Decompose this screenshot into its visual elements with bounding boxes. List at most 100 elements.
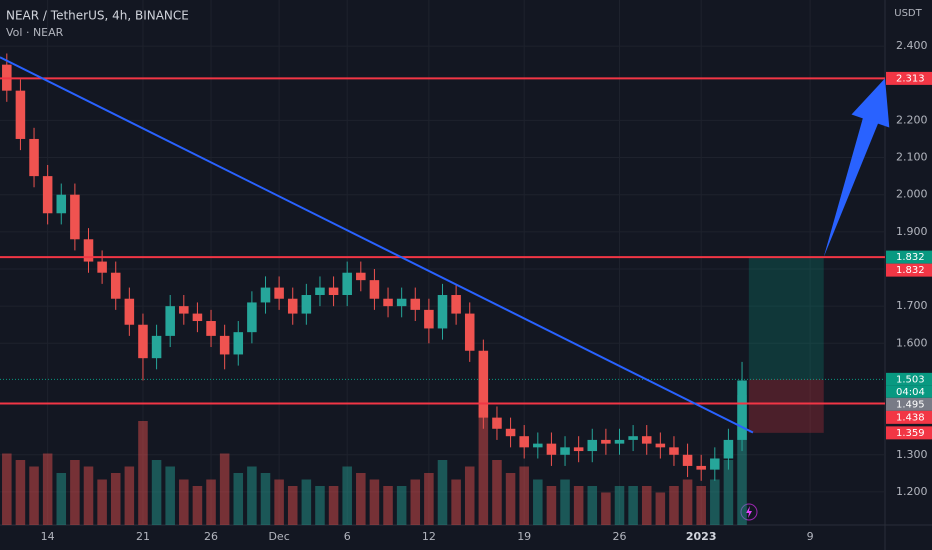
volume-bar (124, 466, 135, 525)
volume-bar (206, 479, 216, 525)
price-badge-label: 1.495 (896, 399, 925, 410)
candle-body (410, 298, 421, 310)
candle-body (601, 439, 611, 444)
candle-body (165, 306, 175, 336)
price-badge-label: 1.503 (896, 374, 925, 385)
candle-body (110, 272, 121, 299)
candle-body (301, 295, 312, 314)
volume-bar (696, 486, 706, 525)
volume-bar (138, 421, 148, 525)
candle-body (573, 447, 584, 452)
price-badge-label: 1.359 (896, 428, 925, 439)
volume-bar (315, 486, 325, 525)
candle-body (560, 447, 570, 455)
volume-bar (328, 486, 339, 525)
volume-bar (151, 460, 162, 525)
volume-bar (655, 492, 666, 525)
subtitle: Vol · NEAR (6, 26, 64, 39)
candle-body (641, 436, 652, 444)
candle-body (587, 439, 598, 452)
candle-body (533, 443, 543, 448)
volume-bar (628, 486, 638, 525)
y-tick-label: 1.300 (896, 448, 928, 461)
volume-bar (247, 466, 257, 525)
x-tick-label: 2023 (686, 530, 717, 543)
candle-body (233, 332, 244, 355)
volume-bar (641, 486, 652, 525)
price-badge-label: 1.832 (896, 252, 925, 263)
candle-body (138, 324, 148, 359)
candle-body (451, 295, 461, 314)
y-tick-label: 1.700 (896, 299, 928, 312)
volume-bar (451, 479, 461, 525)
volume-bar (219, 453, 230, 525)
volume-bar (424, 473, 434, 525)
candle-body (70, 194, 80, 240)
volume-bar (614, 486, 625, 525)
candle-body (655, 443, 666, 448)
x-tick-label: Dec (268, 530, 289, 543)
y-tick-label: 2.000 (896, 188, 928, 201)
candle-body (274, 287, 284, 299)
x-tick-label: 6 (344, 530, 351, 543)
price-badge-label: 1.438 (896, 412, 925, 423)
candle-body (492, 417, 502, 429)
candle-body (737, 380, 747, 440)
price-badge (886, 372, 932, 386)
x-tick-label: 19 (517, 530, 531, 543)
countdown: 04:04 (896, 387, 925, 398)
volume-bar (15, 460, 26, 525)
trendline (0, 56, 754, 434)
candle-body (519, 436, 529, 448)
volume-bar (723, 460, 734, 525)
volume-bar (165, 466, 175, 525)
volume-bar (260, 473, 271, 525)
candle-body (723, 439, 734, 459)
x-tick-label: 21 (136, 530, 150, 543)
stop-zone (748, 379, 824, 433)
event-icon (746, 506, 752, 518)
price-badge (886, 263, 932, 277)
volume-bar (682, 479, 693, 525)
candle-body (505, 428, 516, 437)
y-tick-label: 2.400 (896, 39, 928, 52)
x-tick-label: 26 (613, 530, 627, 543)
volume-bar (533, 479, 543, 525)
x-tick-label: 14 (41, 530, 55, 543)
candle-body (260, 287, 271, 303)
x-tick-label: 26 (204, 530, 218, 543)
volume-bar (301, 479, 312, 525)
candle-body (614, 439, 625, 444)
candle-body (15, 90, 26, 139)
arrow (823, 78, 890, 258)
price-badge (886, 410, 932, 424)
volume-bar (233, 473, 244, 525)
volume-bar (42, 453, 53, 525)
price-badge (886, 71, 932, 85)
volume-bar (179, 479, 189, 525)
volume-bar (287, 486, 298, 525)
candle-body (696, 465, 706, 470)
y-tick-label: 2.100 (896, 151, 928, 164)
chart-title: NEAR / TetherUS, 4h, BINANCE (6, 9, 189, 23)
x-tick-label: 12 (422, 530, 436, 543)
volume-bar (519, 466, 529, 525)
candle-body (356, 272, 366, 281)
candle-body (247, 302, 257, 333)
volume-bar (110, 473, 121, 525)
countdown-badge (886, 385, 932, 398)
volume-bar (464, 466, 475, 525)
volume-bar (192, 486, 203, 525)
volume-bar (29, 466, 39, 525)
y-tick-label: 1.200 (896, 485, 928, 498)
volume-bar (2, 453, 12, 525)
volume-bar (396, 486, 407, 525)
price-badge-label: 1.832 (896, 265, 925, 276)
volume-bar (410, 479, 421, 525)
volume-bar (274, 479, 284, 525)
candle-body (383, 298, 393, 307)
candle-body (464, 313, 475, 351)
y-tick-label: 2.200 (896, 113, 928, 126)
candle-body (328, 287, 339, 296)
